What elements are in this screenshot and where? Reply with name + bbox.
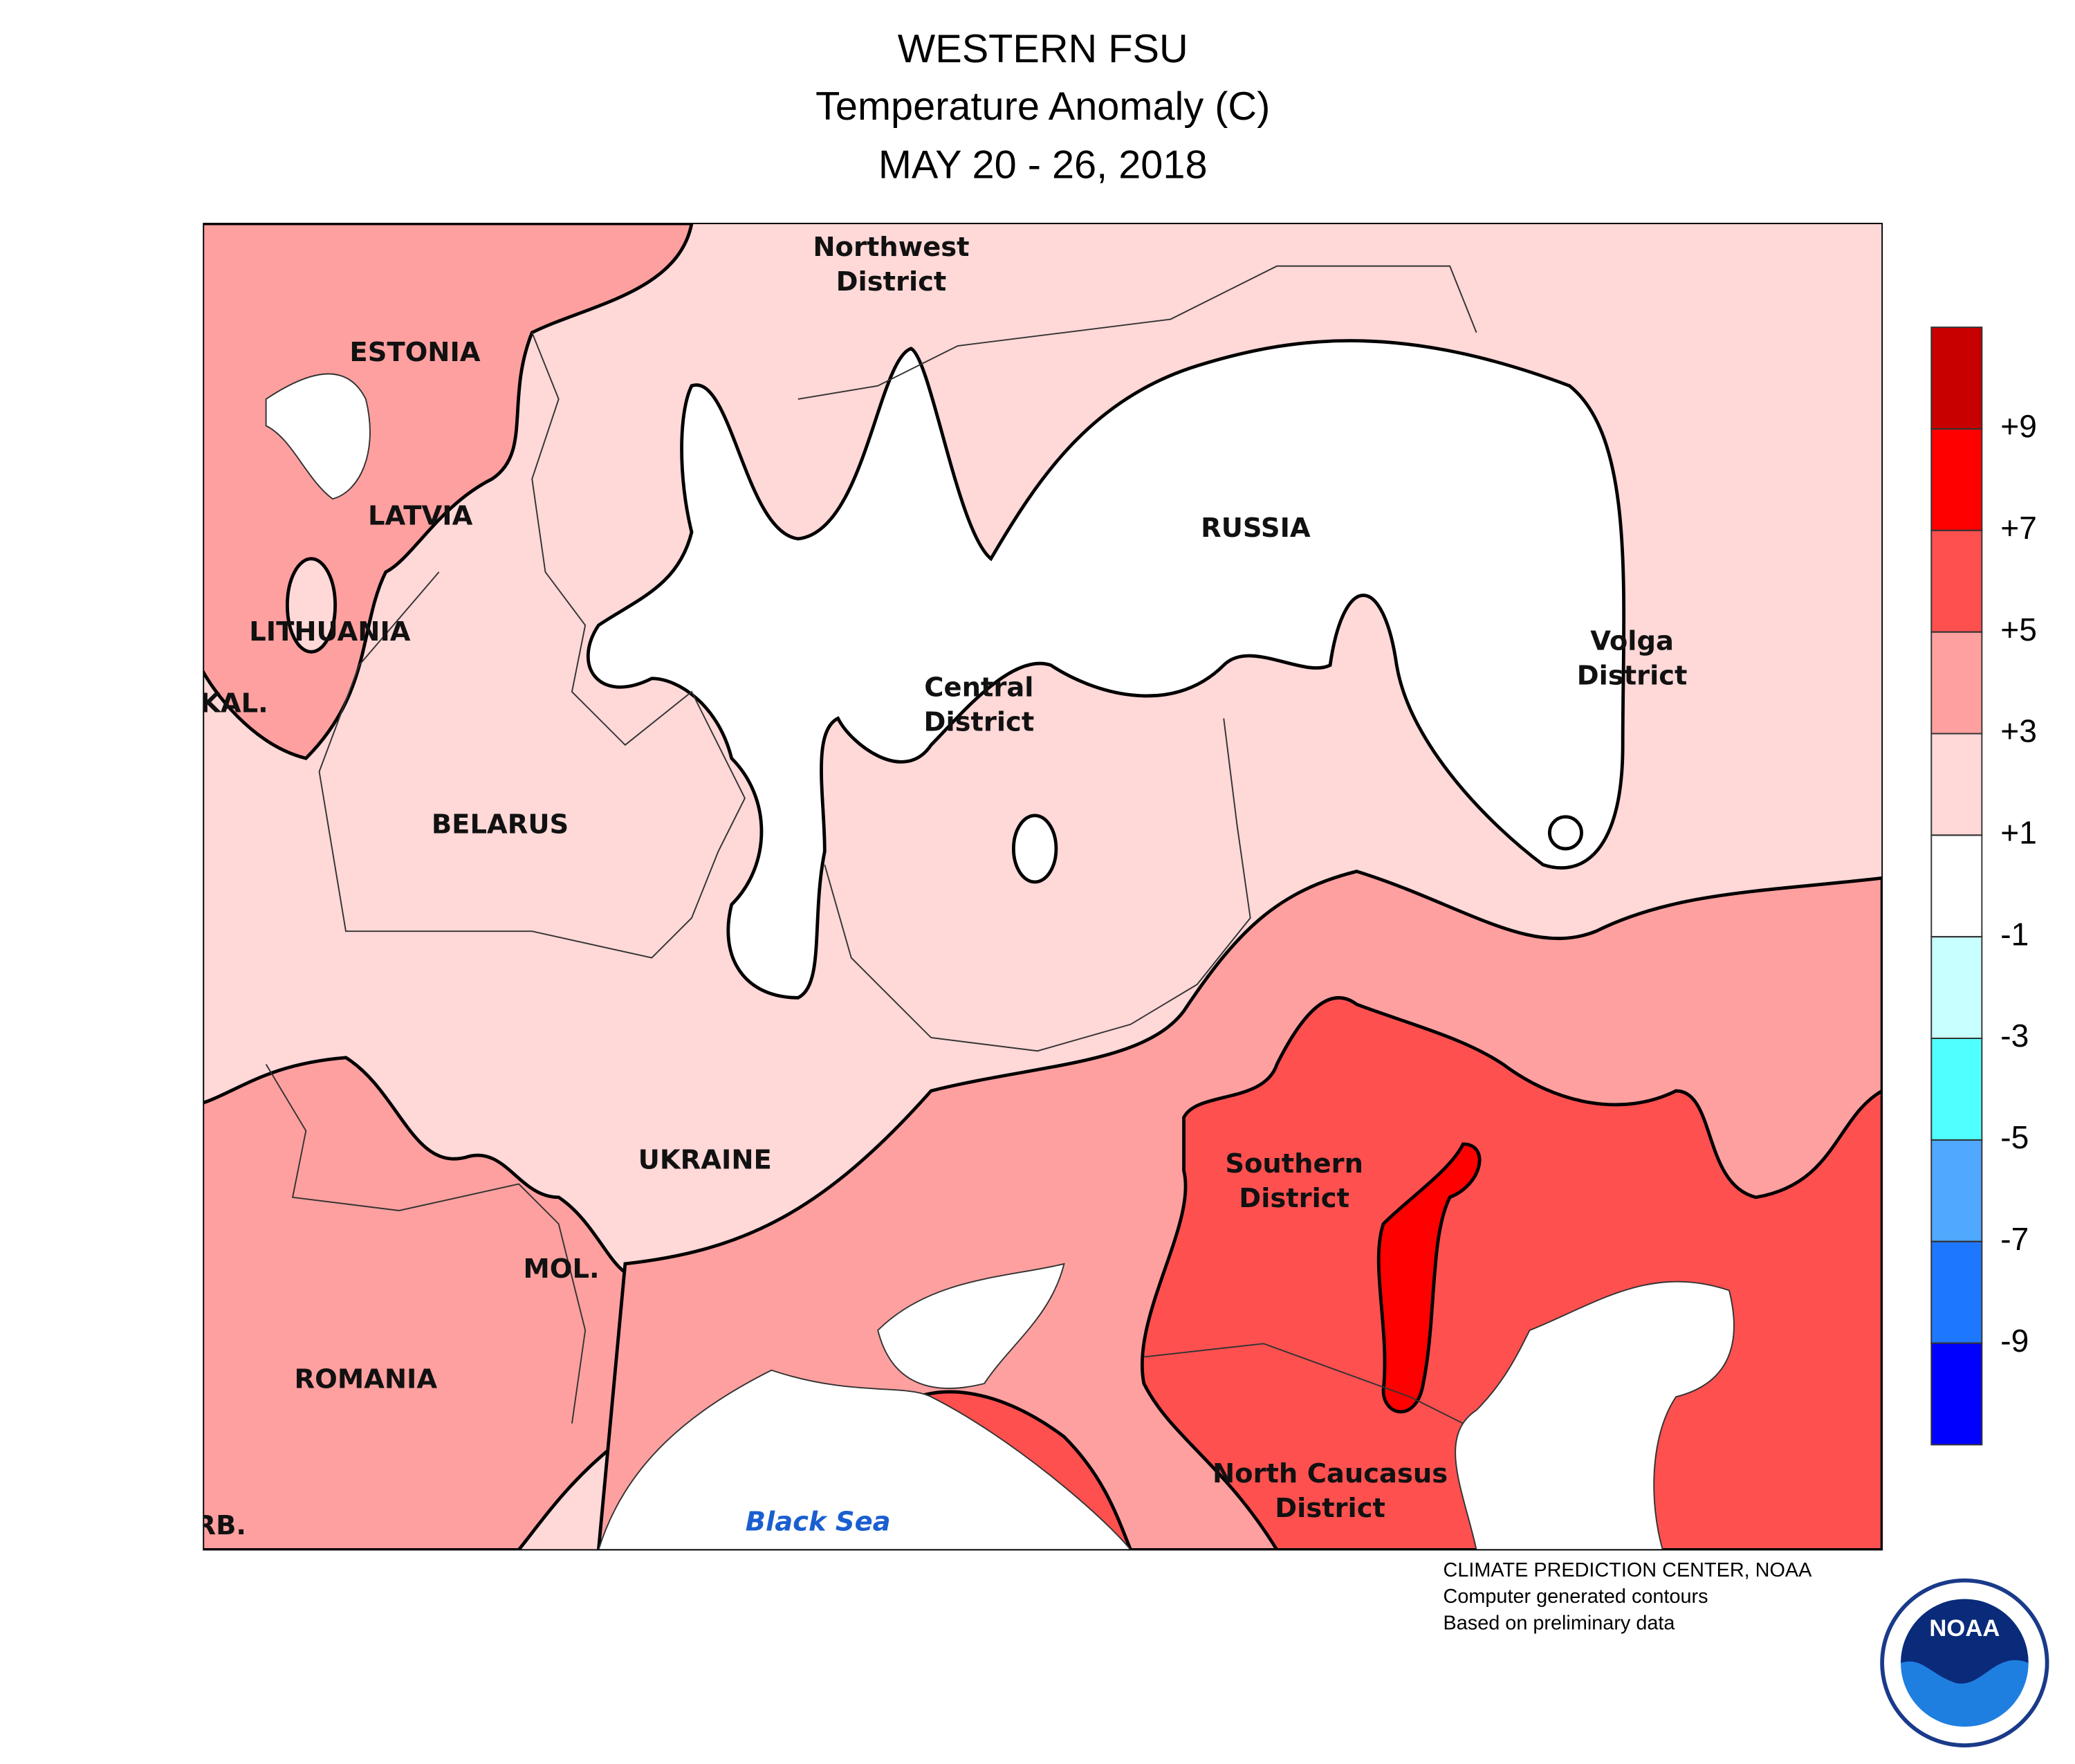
colorbar-bin: [1930, 327, 1983, 430]
map-label: ESTONIA: [349, 337, 480, 368]
colorbar-tick-label: +3: [2000, 713, 2037, 749]
map-subtitle: Temperature Anomaly (C): [815, 84, 1270, 129]
colorbar-tick-label: +1: [2000, 815, 2037, 851]
map-label: Volga: [1590, 625, 1674, 656]
anomaly-zone: [1376, 1142, 1482, 1414]
colorbar-bin: [1930, 1038, 1983, 1141]
border: [824, 718, 1251, 1052]
credit: CLIMATE PREDICTION CENTER, NOAA: [1444, 1559, 1813, 1581]
border: [1143, 1343, 1464, 1424]
map-label: MOL.: [523, 1253, 599, 1285]
credit: Based on preliminary data: [1444, 1613, 1676, 1635]
anomaly-zone: [1011, 814, 1058, 884]
map-frame: [203, 223, 1883, 1551]
colorbar-tick-label: +7: [2000, 510, 2037, 546]
map-title: WESTERN FSU: [898, 27, 1188, 71]
map-label: LATVIA: [368, 501, 473, 532]
colorbar-bin: [1930, 936, 1983, 1040]
border: [318, 332, 746, 959]
map-label: North Caucasus: [1212, 1458, 1448, 1489]
sea: [598, 1369, 1132, 1550]
sea: [877, 1262, 1065, 1389]
map-label: District: [1239, 1183, 1349, 1214]
colorbar-tick-label: +9: [2000, 408, 2037, 444]
map-date: MAY 20 - 26, 2018: [878, 143, 1208, 187]
colorbar: +9 +7 +5 +3 +1 -1 -3 -5 -7 -9: [1930, 327, 2037, 1446]
logo-text: NOAA: [1929, 1615, 2000, 1642]
colorbar-bin: [1930, 529, 1983, 633]
map-labels: NorthwestDistrictESTONIALATVIALITHUANIAK…: [195, 232, 1688, 1541]
sea: [265, 373, 371, 500]
anomaly-zone: [586, 339, 1626, 1000]
map-label: KAL.: [200, 688, 268, 719]
anomaly-zone: [203, 1056, 640, 1550]
map-label: RB.: [195, 1510, 246, 1541]
map-label: District: [836, 266, 947, 297]
anomaly-zone: [285, 557, 338, 654]
map-label: District: [924, 707, 1035, 738]
map-label: BELARUS: [432, 809, 569, 840]
credit: Computer generated contours: [1444, 1586, 1708, 1608]
noaa-logo: NOAA: [1880, 1578, 2049, 1747]
colorbar-tick-label: -9: [2000, 1323, 2029, 1359]
map-label: Southern: [1225, 1148, 1363, 1179]
map-label: Northwest: [813, 232, 969, 263]
colorbar-tick-label: -7: [2000, 1221, 2029, 1257]
colorbar-tick-label: +5: [2000, 612, 2037, 647]
border: [797, 265, 1477, 400]
map-label: District: [1577, 660, 1688, 691]
map-label: Central: [924, 672, 1033, 704]
map-area: [203, 223, 1883, 1550]
map-label: ROMANIA: [295, 1364, 438, 1395]
anomaly-zone: [1140, 995, 1883, 1550]
colorbar-bin: [1930, 733, 1983, 836]
sea: [1455, 1280, 1735, 1550]
map-label: UKRAINE: [638, 1144, 772, 1175]
map-label: LITHUANIA: [249, 616, 411, 647]
colorbar-bin: [1930, 1240, 1983, 1344]
colorbar-tick-label: -5: [2000, 1119, 2029, 1155]
colorbar-bin: [1930, 631, 1983, 735]
map-label: District: [1275, 1493, 1385, 1524]
border: [265, 1063, 587, 1424]
colorbar-bin: [1930, 1139, 1983, 1242]
colorbar-bin: [1930, 428, 1983, 531]
colorbar-tick-label: -3: [2000, 1018, 2029, 1054]
colorbar-tick-label: -1: [2000, 916, 2029, 952]
colorbar-bin: [1930, 1342, 1983, 1446]
map-label: Black Sea: [746, 1506, 891, 1537]
colorbar-bin: [1930, 834, 1983, 938]
anomaly-zone: [1547, 815, 1583, 851]
map-label: RUSSIA: [1201, 513, 1311, 544]
